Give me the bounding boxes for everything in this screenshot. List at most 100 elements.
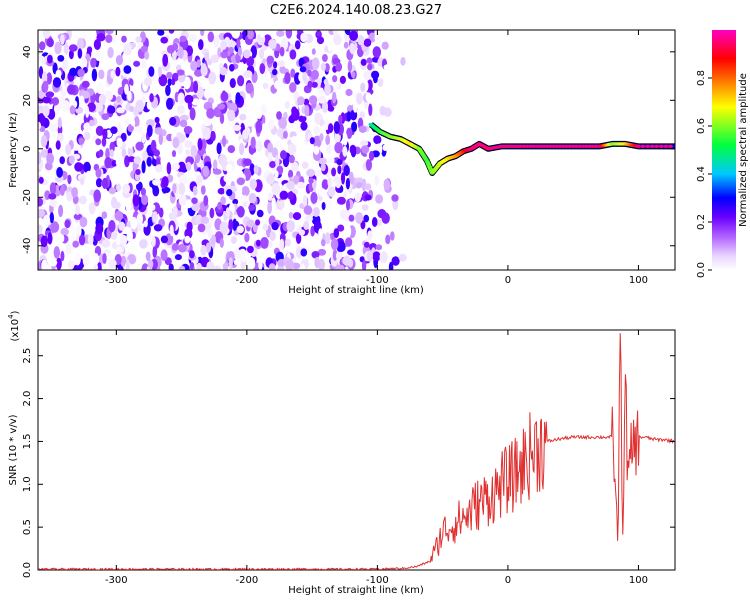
spectrogram-cell — [364, 183, 372, 191]
spectrogram-y-tick-label: 40 — [22, 45, 33, 58]
spectrogram-cell — [368, 150, 375, 161]
spectrogram-cell — [46, 37, 54, 48]
spectrogram-cell — [110, 70, 116, 79]
spectrogram-cell — [303, 30, 309, 34]
spectrogram-cell — [135, 125, 143, 134]
spectrogram-cell — [69, 67, 78, 77]
spectrogram-cell — [200, 216, 210, 224]
spectrogram-cell — [253, 164, 259, 175]
spectrogram-cell — [327, 177, 332, 187]
spectrogram-cell — [272, 210, 280, 217]
spectrogram-cell — [197, 138, 203, 151]
colorbar-ticks: 0.0 0.2 0.4 0.6 0.8 — [696, 70, 712, 278]
spectrogram-cell — [381, 41, 389, 50]
spectrogram-cell — [313, 145, 320, 155]
snr-y-tick-label: 2.5 — [22, 348, 33, 364]
spectrogram-cell — [205, 242, 212, 253]
spectrogram-cell — [72, 143, 81, 151]
spectrogram-cell — [128, 78, 134, 87]
spectrogram-cell — [360, 140, 369, 147]
spectrogram-cell — [125, 259, 130, 270]
spectrogram-cell — [69, 105, 76, 115]
spectrogram-cell — [383, 64, 392, 71]
spectrogram-cell — [190, 60, 198, 71]
spectrogram-cell — [276, 111, 282, 120]
spectrogram-cell — [310, 225, 315, 237]
spectrogram-cell — [256, 209, 264, 218]
spectrogram-cell — [177, 92, 185, 105]
spectrogram-cell — [321, 239, 326, 247]
spectrogram-cell — [95, 168, 102, 178]
spectrogram-cell — [298, 115, 307, 123]
spectrogram-cell — [279, 238, 285, 251]
spectrogram-cell — [178, 194, 187, 206]
spectrogram-cell — [283, 167, 289, 175]
spectrogram-cell — [59, 156, 65, 165]
spectrogram-cell — [375, 194, 384, 204]
spectrogram-cell — [114, 210, 124, 221]
spectrogram-cell — [219, 238, 224, 248]
spectrogram-cell — [243, 107, 249, 116]
spectrogram-cell — [161, 118, 171, 129]
spectrogram-cell — [322, 54, 328, 62]
spectrogram-cell — [354, 192, 362, 203]
spectrogram-cell — [360, 58, 367, 66]
spectrogram-cell — [96, 82, 104, 94]
spectrogram-cell — [122, 183, 131, 194]
spectrogram-cell — [166, 97, 174, 110]
spectrogram-cell — [255, 140, 263, 152]
spectrogram-cell — [120, 132, 127, 142]
spectrogram-cell — [249, 178, 257, 190]
spectrogram-cell — [318, 228, 323, 241]
spectrogram-cell — [243, 49, 251, 59]
spectrogram-cell — [56, 167, 63, 178]
spectrogram-cell — [60, 227, 69, 236]
snr-y-ticks: 0.0 0.5 1.0 1.5 2.0 2.5 — [22, 348, 675, 578]
spectrogram-cell — [358, 125, 367, 133]
spectrogram-cell — [365, 92, 372, 103]
spectrogram-cell — [49, 212, 54, 224]
spectrogram-cell — [54, 41, 62, 55]
spectrogram-cell — [220, 196, 227, 205]
spectrogram-cell — [133, 106, 139, 117]
spectrogram-cell — [116, 183, 121, 192]
spectrogram-cell — [101, 211, 108, 219]
spectrogram-cell — [124, 83, 129, 95]
spectrogram-cell — [75, 76, 81, 87]
spectrogram-x-ticks: -300 -200 -100 0 100 — [105, 30, 648, 286]
spectrogram-cell — [365, 158, 372, 171]
spectrogram-cell — [339, 75, 346, 84]
spectrogram-cell — [161, 129, 167, 137]
spectrogram-cell — [244, 232, 250, 243]
spectrogram-cell — [325, 134, 331, 146]
spectrogram-cell — [38, 151, 42, 165]
spectrogram-cell — [129, 242, 139, 255]
spectrogram-cell — [184, 140, 193, 148]
spectrogram-cell — [185, 161, 192, 171]
spectrogram-cell — [247, 30, 254, 40]
snr-x-tick-label: -100 — [366, 575, 389, 586]
spectrogram-cell — [71, 187, 78, 198]
spectrogram-cell — [215, 133, 222, 142]
spectrogram-cell — [60, 250, 65, 262]
ridge-point — [640, 144, 646, 148]
spectrogram-cell — [189, 107, 196, 121]
spectrogram-cell — [219, 67, 228, 76]
spectrogram-cell — [311, 57, 320, 70]
spectrogram-cell — [349, 144, 357, 155]
spectrogram-cell — [115, 66, 121, 77]
spectrogram-cell — [374, 93, 381, 102]
spectrogram-cell — [110, 126, 118, 134]
spectrogram-cell — [40, 235, 48, 248]
spectrogram-cell — [93, 189, 101, 203]
spectrogram-cell — [316, 30, 321, 37]
spectrogram-cell — [348, 214, 355, 222]
spectrogram-cell — [206, 107, 215, 119]
spectrogram-cell — [210, 234, 216, 246]
spectrogram-cell — [188, 34, 198, 43]
spectrogram-cell — [95, 48, 101, 62]
spectrogram-cell — [38, 89, 45, 99]
spectrogram-cell — [295, 233, 302, 245]
spectrogram-cell — [38, 121, 42, 130]
spectrogram-cell — [77, 37, 84, 50]
